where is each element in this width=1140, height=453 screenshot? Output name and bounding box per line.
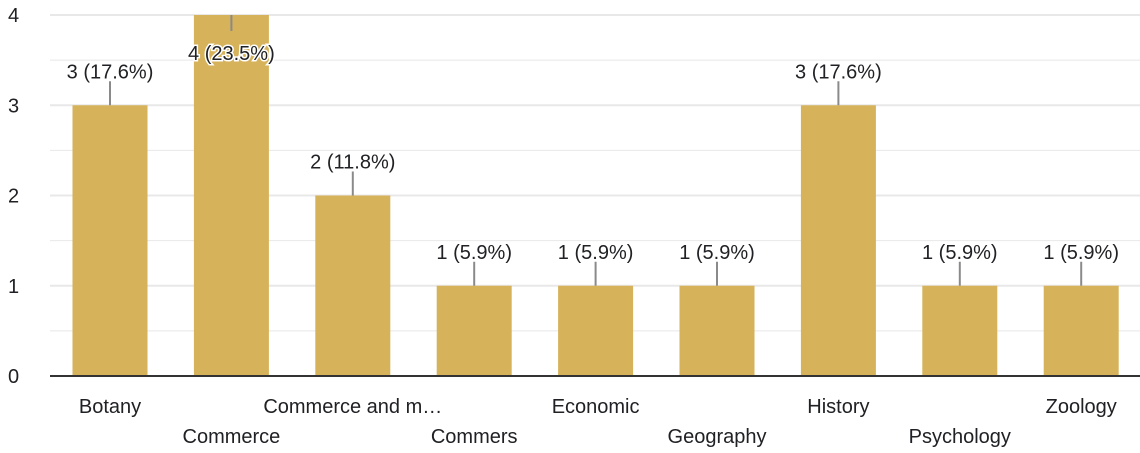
bar	[800, 105, 876, 376]
data-label: 2 (11.8%)	[310, 152, 395, 174]
data-label: 1 (5.9%)	[558, 242, 634, 264]
y-tick-label: 0	[8, 366, 19, 388]
bars	[72, 15, 1119, 376]
x-category-label: Commerce and m…	[263, 396, 442, 418]
x-axis-labels: Botany Commerce Commerce and m… Commers Econ…	[79, 396, 1117, 448]
data-label: 1 (5.9%)	[922, 242, 998, 264]
y-tick-label: 4	[8, 5, 19, 27]
y-axis-ticks: 0 1 2 3 4	[8, 5, 19, 388]
x-category-label: Commers	[431, 426, 518, 448]
bar	[72, 105, 148, 376]
data-label: 3 (17.6%)	[67, 61, 154, 83]
bar	[922, 285, 998, 376]
x-category-label: History	[807, 396, 869, 418]
x-category-label: Economic	[552, 396, 640, 418]
bar	[436, 285, 512, 376]
x-category-label: Botany	[79, 396, 141, 418]
bar	[1043, 285, 1119, 376]
y-tick-label: 1	[8, 276, 19, 298]
x-category-label: Zoology	[1046, 396, 1117, 418]
y-tick-label: 3	[8, 95, 19, 117]
y-tick-label: 2	[8, 186, 19, 208]
bar	[679, 285, 755, 376]
x-category-label: Geography	[668, 426, 767, 448]
bar	[193, 15, 269, 376]
data-labels: 3 (17.6%) 4 (23.5%) 2 (11.8%) 1 (5.9%) 1 (5.…	[67, 42, 1119, 264]
data-label: 4 (23.5%)	[188, 43, 275, 65]
data-label: 3 (17.6%)	[795, 61, 882, 83]
x-category-label: Commerce	[183, 426, 281, 448]
data-label: 1 (5.9%)	[1043, 242, 1119, 264]
bar	[315, 195, 391, 376]
data-label-leaders	[109, 15, 1083, 286]
x-category-label: Psychology	[909, 426, 1011, 448]
data-label: 1 (5.9%)	[436, 242, 512, 264]
data-label: 1 (5.9%)	[679, 242, 755, 264]
bar	[558, 285, 634, 376]
